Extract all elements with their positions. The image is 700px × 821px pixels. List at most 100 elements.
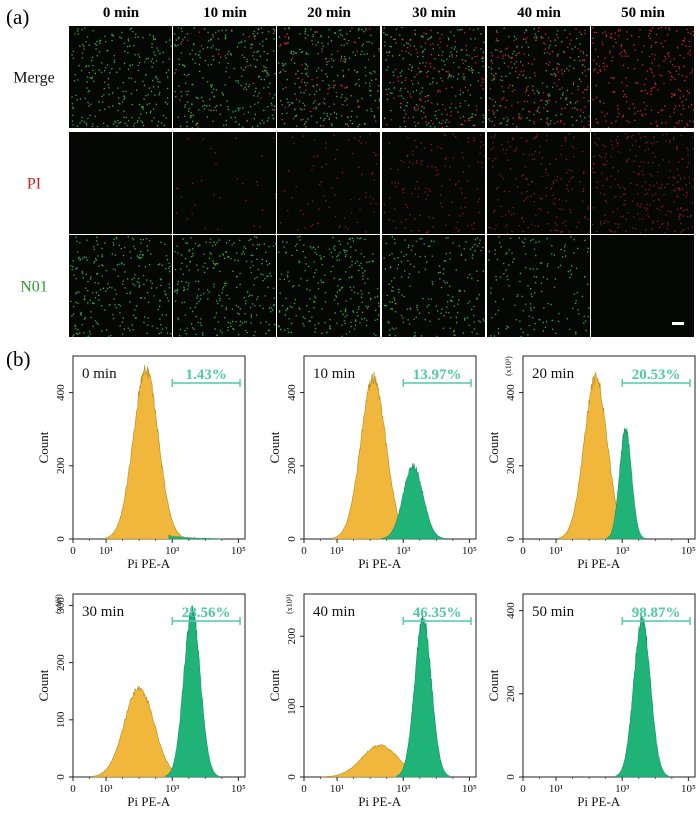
gate-percentage: 1.43% (186, 367, 227, 383)
micrograph-r0-c4 (487, 26, 590, 128)
y-axis-label: Count (267, 431, 282, 463)
time-header-2: 20 min (307, 5, 351, 21)
row-label-n01: N01 (20, 279, 48, 296)
x-tick-label: 0 (70, 783, 76, 795)
histogram-3: 28.56% 30 min 0 10¹ 10³ 10⁵ 0 100 200 300 Pi PE-A C… (36, 593, 246, 809)
time-header-0: 0 min (103, 5, 140, 21)
time-header-4: 40 min (517, 5, 561, 21)
time-headers: 0 min 10 min 20 min 30 min 40 min 50 min (103, 5, 666, 21)
micrograph-r2-c5 (591, 235, 694, 337)
x-tick-label: 10³ (165, 545, 180, 557)
peak-negative-0 (105, 365, 187, 540)
row-label-pi: PI (27, 176, 41, 193)
time-header-1: 10 min (203, 5, 247, 21)
y-tick-label: 0 (55, 536, 67, 542)
time-header-5: 50 min (621, 5, 665, 21)
scale-bar (672, 322, 684, 325)
y-tick-label: 0 (505, 536, 517, 542)
x-tick-label: 10¹ (330, 545, 344, 557)
x-tick-label: 10⁵ (462, 545, 477, 557)
x-tick-label: 10³ (615, 783, 630, 795)
histogram-title: 50 min (532, 604, 575, 620)
y-tick-label: 0 (286, 774, 298, 780)
gate-percentage: 98.87% (632, 605, 681, 621)
panel-b-label: (b) (6, 347, 31, 371)
histogram-title: 20 min (532, 366, 575, 382)
plot-frame (522, 593, 696, 778)
y-axis-label: Count (36, 669, 51, 701)
x-tick-label: 10³ (615, 545, 630, 557)
y-tick-label: 0 (286, 536, 298, 542)
histogram-title: 10 min (313, 366, 356, 382)
y-axis-label: Count (267, 669, 282, 701)
micrograph-r0-c5 (591, 26, 695, 128)
histogram-5: 98.87% 50 min 0 10¹ 10³ 10⁵ 0 200 400 Pi PE-A Coun… (486, 593, 696, 809)
y-tick-label: 400 (55, 384, 67, 401)
histogram-4: 46.35% 40 min 0 10¹ 10³ 10⁵ 0 100 200 Pi PE-A Coun… (267, 593, 477, 809)
y-tick-label: 200 (55, 457, 67, 474)
peak-positive-1 (606, 427, 645, 540)
y-tick-label: 200 (286, 627, 298, 644)
time-header-3: 30 min (412, 5, 456, 21)
positive-tail (168, 534, 223, 540)
y-tick-label: 100 (286, 698, 298, 715)
y-multiplier: (x10³) (285, 594, 294, 614)
micrograph-r0-c0 (69, 26, 172, 128)
microscopy-grid (68, 25, 698, 338)
y-multiplier: (x10³) (54, 594, 63, 614)
y-tick-label: 100 (55, 711, 67, 728)
x-tick-label: 10¹ (330, 783, 344, 795)
peak-positive-1 (396, 614, 450, 778)
micrograph-r2-c0 (69, 235, 172, 338)
histogram-title: 40 min (313, 604, 356, 620)
y-tick-label: 0 (505, 774, 517, 780)
histogram-0: 1.43% 0 min 0 10¹ 10³ 10⁵ 0 200 400 Pi PE-A Count (36, 355, 246, 571)
x-tick-label: 10¹ (99, 783, 113, 795)
row-label-merge: Merge (13, 70, 54, 87)
gate-percentage: 13.97% (413, 367, 462, 383)
y-axis-label: Count (486, 431, 501, 463)
plot-frame (303, 593, 477, 778)
row-labels: Merge PI N01 (13, 70, 54, 296)
y-axis-label: Count (36, 431, 51, 463)
y-tick-label: 0 (55, 774, 67, 780)
x-tick-label: 0 (520, 545, 526, 557)
x-axis-label: Pi PE-A (358, 794, 402, 809)
x-axis-label: Pi PE-A (127, 794, 171, 809)
x-tick-label: 10⁵ (681, 783, 696, 795)
micrograph-r0-c3 (382, 26, 485, 129)
y-tick-label: 400 (286, 384, 298, 401)
micrograph-r1-c1 (173, 132, 277, 234)
x-tick-label: 10³ (165, 783, 180, 795)
peak-positive-0 (615, 615, 669, 778)
x-tick-label: 10³ (396, 545, 411, 557)
x-tick-label: 0 (70, 545, 76, 557)
x-tick-label: 10⁵ (231, 783, 246, 795)
x-axis-label: Pi PE-A (127, 556, 171, 571)
x-tick-label: 10⁵ (231, 545, 246, 557)
x-tick-label: 10¹ (549, 545, 563, 557)
micrograph-r1-c5 (591, 132, 695, 234)
x-tick-label: 0 (301, 783, 307, 795)
micrograph-r2-c3 (382, 235, 485, 338)
x-tick-label: 10³ (396, 783, 411, 795)
micrograph-r2-c2 (277, 235, 380, 337)
micrograph-r1-c0 (69, 132, 172, 234)
histogram-1: 13.97% 10 min 0 10¹ 10³ 10⁵ 0 200 400 Pi PE-A Coun… (267, 355, 477, 571)
y-multiplier: (x10³) (504, 356, 513, 376)
y-tick-label: 200 (55, 654, 67, 671)
peak-positive-1 (165, 605, 219, 778)
x-tick-label: 0 (301, 545, 307, 557)
micrograph-r1-c2 (277, 132, 380, 234)
x-tick-label: 10¹ (99, 545, 113, 557)
micrograph-r0-c2 (277, 26, 381, 128)
x-tick-label: 10⁵ (462, 783, 477, 795)
x-axis-label: Pi PE-A (358, 556, 402, 571)
histogram-title: 30 min (82, 604, 125, 620)
x-axis-label: Pi PE-A (577, 556, 621, 571)
y-tick-label: 200 (286, 457, 298, 474)
peak-positive-1 (381, 463, 446, 540)
y-axis-label: Count (486, 669, 501, 701)
